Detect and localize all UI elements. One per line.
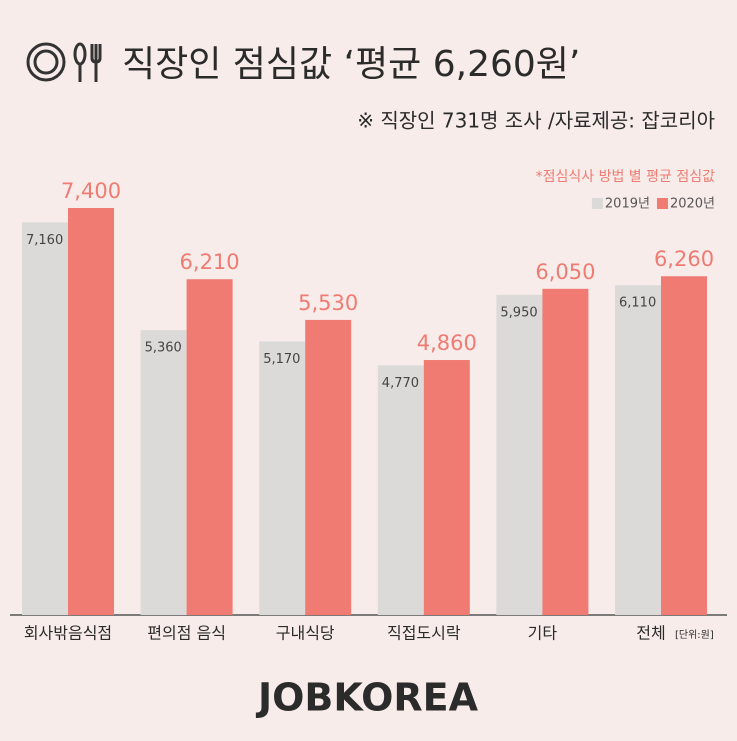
value-label: 7,160 bbox=[26, 233, 63, 248]
x-tick-label: 직접도시락 bbox=[387, 624, 461, 643]
chart-note: *점심식사 방법 별 평균 점심값 bbox=[536, 169, 715, 185]
footer-logo: JOBKOREA bbox=[255, 676, 479, 720]
value-label: 7,400 bbox=[61, 179, 121, 203]
bar bbox=[259, 341, 306, 615]
legend-swatch bbox=[591, 198, 603, 209]
value-label: 6,260 bbox=[654, 247, 714, 271]
bar bbox=[615, 285, 661, 615]
value-label: 5,170 bbox=[263, 352, 300, 367]
x-tick-label: 전체 bbox=[636, 624, 665, 643]
unit-label: [단위:원] bbox=[675, 628, 714, 641]
chart-title: 직장인 점심값 ‘평균 6,260원’ bbox=[122, 44, 580, 85]
value-label: 6,110 bbox=[619, 296, 656, 311]
bar bbox=[305, 319, 352, 615]
value-label: 5,530 bbox=[298, 291, 358, 315]
legend-swatch bbox=[656, 198, 668, 209]
value-label: 4,860 bbox=[417, 331, 477, 355]
bar bbox=[542, 288, 589, 615]
value-label: 4,770 bbox=[382, 376, 419, 391]
value-label: 6,050 bbox=[535, 260, 595, 284]
bar bbox=[68, 208, 114, 615]
bar bbox=[423, 360, 470, 615]
bar bbox=[186, 279, 233, 615]
legend-label: 2019년 bbox=[605, 197, 650, 212]
bar bbox=[22, 222, 68, 616]
value-label: 5,360 bbox=[145, 341, 182, 356]
title-icon bbox=[26, 42, 102, 82]
value-label: 5,950 bbox=[500, 305, 537, 320]
legend-label: 2020년 bbox=[670, 197, 715, 212]
bar bbox=[377, 365, 424, 615]
x-tick-label: 구내식당 bbox=[276, 624, 335, 643]
bar bbox=[140, 330, 187, 615]
bar bbox=[661, 276, 707, 615]
x-tick-label: 기타 bbox=[528, 624, 558, 643]
value-label: 6,210 bbox=[180, 250, 240, 274]
bar bbox=[496, 294, 543, 615]
x-tick-label: 편의점 음식 bbox=[147, 624, 226, 643]
x-tick-label: 회사밖음식점 bbox=[24, 624, 112, 643]
chart-subtitle: ※ 직장인 731명 조사 /자료제공: 잡코리아 bbox=[357, 109, 715, 133]
